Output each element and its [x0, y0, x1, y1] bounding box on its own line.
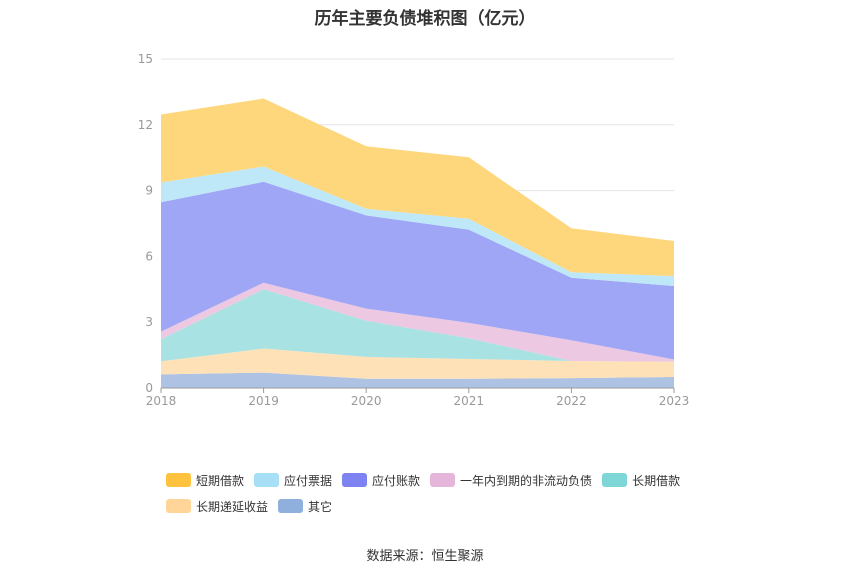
legend-item[interactable]: 一年内到期的非流动负债: [430, 472, 592, 488]
legend-label: 应付票据: [284, 473, 333, 488]
legend-label: 短期借款: [196, 473, 245, 488]
legend-item[interactable]: 应付账款: [342, 472, 420, 488]
legend-item[interactable]: 长期递延收益: [166, 498, 268, 514]
legend-label: 一年内到期的非流动负债: [460, 473, 593, 488]
y-tick-label: 15: [138, 52, 153, 66]
legend-item[interactable]: 应付票据: [254, 472, 332, 488]
legend-swatch: [166, 499, 191, 513]
x-tick-label: 2020: [351, 394, 382, 408]
y-tick-label: 3: [145, 315, 153, 329]
area-series-2: [161, 348, 674, 379]
y-tick-label: 12: [138, 118, 153, 132]
data-source: 数据来源：恒生聚源: [366, 549, 484, 564]
legend-item[interactable]: 其它: [278, 498, 332, 514]
x-tick-label: 2022: [556, 394, 587, 408]
x-tick-label: 2023: [659, 394, 690, 408]
legend-swatch: [430, 473, 456, 487]
y-tick-label: 0: [145, 381, 153, 395]
area-series-5: [161, 181, 674, 360]
legend-swatch: [278, 499, 304, 513]
area-series-1: [161, 372, 674, 388]
y-tick-label: 6: [145, 249, 153, 263]
legend-label: 其它: [308, 499, 333, 514]
area-series-6: [161, 166, 674, 286]
chart-legend: 短期借款 应付票据 应付账款 一年内到期的非流动负债 长期借款长期递延收益 其它: [166, 472, 726, 524]
legend-swatch: [602, 473, 628, 487]
x-tick-label: 2021: [454, 394, 485, 408]
legend-swatch: [342, 473, 368, 487]
x-tick-label: 2019: [248, 394, 279, 408]
area-series-3: [161, 289, 674, 362]
area-series-4: [161, 282, 674, 362]
legend-label: 长期借款: [632, 473, 681, 488]
legend-item[interactable]: 长期借款: [602, 472, 680, 488]
legend-swatch: [166, 473, 191, 487]
legend-item[interactable]: 短期借款: [166, 472, 244, 488]
legend-swatch: [254, 473, 280, 487]
legend-label: 长期递延收益: [196, 499, 269, 514]
y-tick-label: 9: [145, 184, 153, 198]
x-tick-label: 2018: [146, 394, 177, 408]
area-series-7: [161, 98, 674, 277]
legend-label: 应付账款: [372, 473, 421, 488]
chart-title: 历年主要负债堆积图（亿元）: [314, 9, 536, 29]
